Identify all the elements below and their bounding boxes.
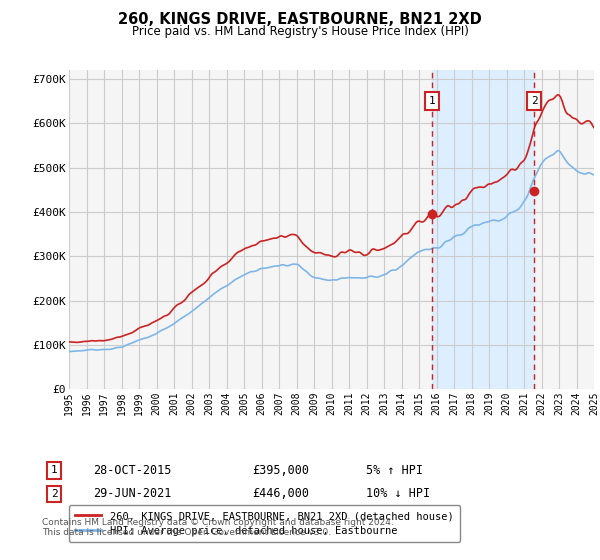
Text: Price paid vs. HM Land Registry's House Price Index (HPI): Price paid vs. HM Land Registry's House … [131, 25, 469, 38]
Text: 1: 1 [50, 465, 58, 475]
Text: 29-JUN-2021: 29-JUN-2021 [93, 487, 172, 501]
Text: 260, KINGS DRIVE, EASTBOURNE, BN21 2XD: 260, KINGS DRIVE, EASTBOURNE, BN21 2XD [118, 12, 482, 27]
Text: £446,000: £446,000 [252, 487, 309, 501]
Text: 2: 2 [50, 489, 58, 499]
Bar [432, 70, 534, 389]
Text: 28-OCT-2015: 28-OCT-2015 [93, 464, 172, 477]
Text: 5% ↑ HPI: 5% ↑ HPI [366, 464, 423, 477]
Text: £395,000: £395,000 [252, 464, 309, 477]
Legend: 260, KINGS DRIVE, EASTBOURNE, BN21 2XD (detached house), HPI: Average price, det: 260, KINGS DRIVE, EASTBOURNE, BN21 2XD (… [69, 505, 460, 542]
Text: 2: 2 [531, 96, 538, 106]
Text: 10% ↓ HPI: 10% ↓ HPI [366, 487, 430, 501]
Text: Contains HM Land Registry data © Crown copyright and database right 2024.
This d: Contains HM Land Registry data © Crown c… [42, 518, 394, 538]
Text: 1: 1 [429, 96, 436, 106]
